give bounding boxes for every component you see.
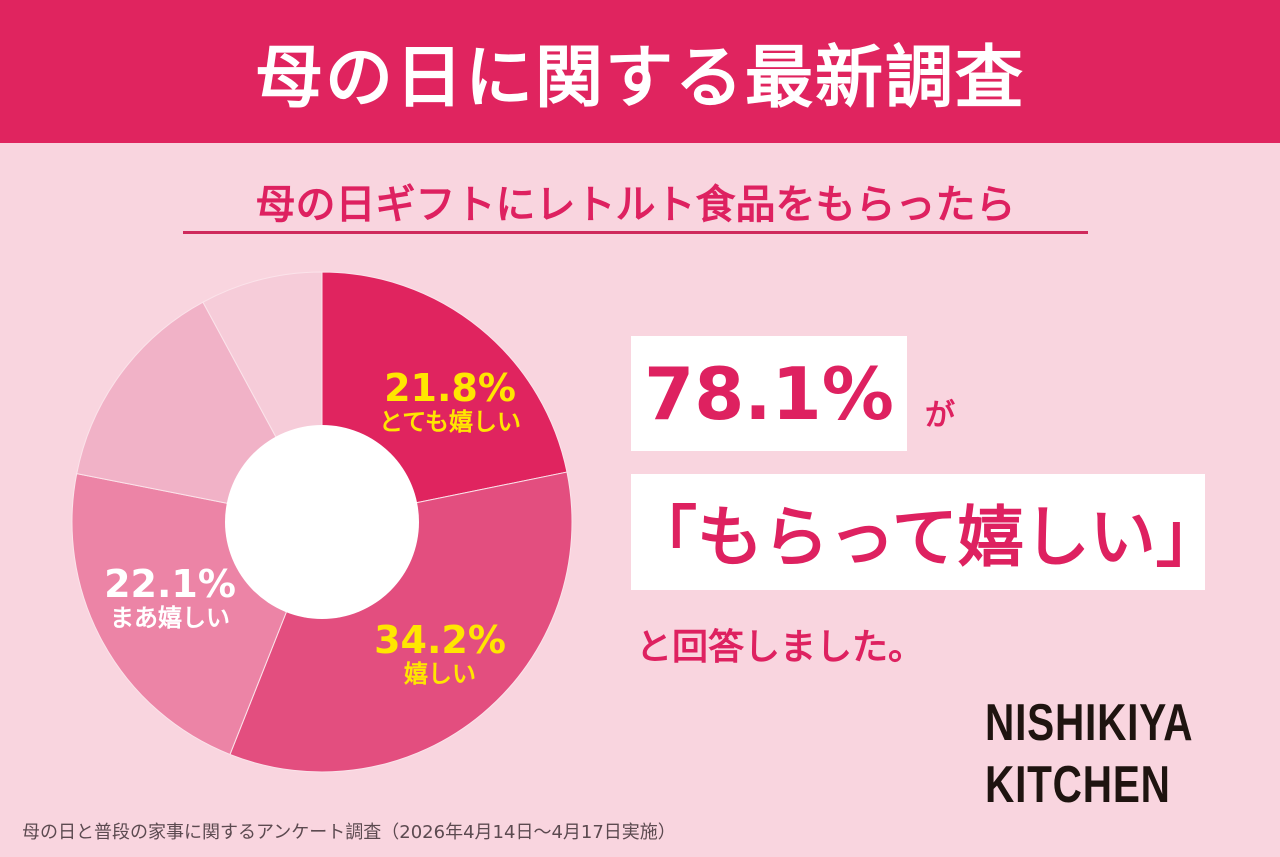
brand-logo: NISHIKIYA KITCHEN bbox=[985, 692, 1194, 816]
quote-text: 「もらって嬉しい」 bbox=[631, 499, 1222, 576]
survey-footnote: 母の日と普段の家事に関するアンケート調査（2026年4月14日〜4月17日実施） bbox=[22, 822, 676, 843]
slice-label-very-happy: 21.8% とても嬉しい bbox=[350, 368, 550, 436]
chart-subtitle: 母の日ギフトにレトルト食品をもらったら bbox=[255, 182, 1016, 228]
logo-line1: NISHIKIYA bbox=[985, 694, 1194, 752]
quote-box: 「もらって嬉しい」 bbox=[631, 474, 1222, 590]
slice-caption: 嬉しい bbox=[404, 660, 476, 688]
answer-text: と回答しました。 bbox=[636, 627, 925, 668]
donut-hole bbox=[225, 425, 419, 619]
slice-percent: 34.2% bbox=[374, 618, 506, 662]
subtitle-underline bbox=[183, 231, 1088, 234]
donut-chart bbox=[71, 271, 573, 773]
page-title: 母の日に関する最新調査 bbox=[254, 39, 1025, 118]
headline-figure: 78.1% bbox=[644, 351, 894, 436]
slice-percent: 22.1% bbox=[104, 562, 236, 606]
slice-percent: 21.8% bbox=[384, 366, 516, 410]
logo-line2: KITCHEN bbox=[985, 756, 1171, 814]
header-banner: 母の日に関する最新調査 bbox=[0, 0, 1280, 143]
headline-figure-box: 78.1% bbox=[631, 336, 907, 451]
slice-label-happy: 34.2% 嬉しい bbox=[355, 620, 525, 688]
particle-ga: が bbox=[925, 398, 955, 433]
slice-label-somewhat-happy: 22.1% まあ嬉しい bbox=[95, 564, 245, 632]
slice-caption: とても嬉しい bbox=[378, 408, 522, 436]
slice-caption: まあ嬉しい bbox=[110, 604, 230, 632]
